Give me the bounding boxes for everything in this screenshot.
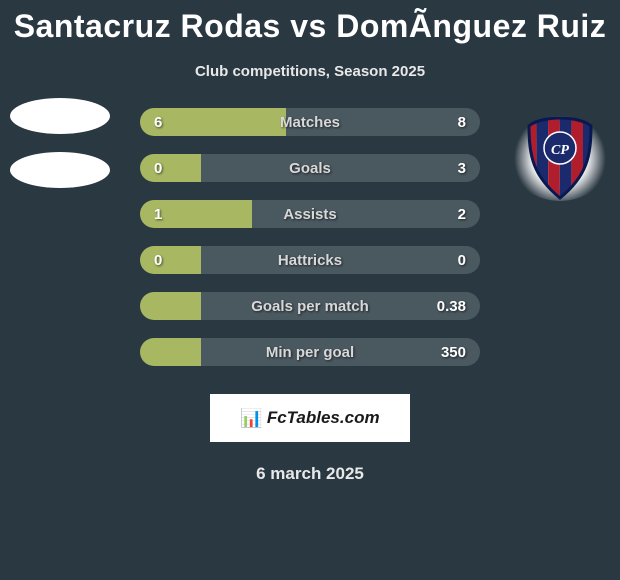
stat-right-value: 3 [458,160,466,177]
player-right-avatars: CP [510,98,610,198]
stat-bar-assists: 1 Assists 2 [140,200,480,228]
player-right-club-badge: CP [510,116,610,201]
svg-text:CP: CP [551,143,569,158]
player-left-avatars [10,98,110,198]
stat-label: Goals per match [251,298,369,315]
stat-label: Min per goal [266,344,354,361]
stat-bars: 6 Matches 8 0 Goals 3 1 Assists 2 0 Hatt… [140,108,480,366]
page-title: Santacruz Rodas vs DomÃ­nguez Ruiz [0,0,620,45]
source-badge: 📊 FcTables.com [210,394,410,442]
chart-icon: 📊 [240,408,262,429]
source-text: FcTables.com [267,408,380,428]
stat-label: Matches [280,114,340,131]
stat-right-value: 350 [441,344,466,361]
stat-right-value: 0.38 [437,298,466,315]
stat-label: Hattricks [278,252,342,269]
subtitle: Club competitions, Season 2025 [0,63,620,80]
date-text: 6 march 2025 [0,464,620,484]
stat-bar-goals: 0 Goals 3 [140,154,480,182]
stat-left-value: 1 [154,206,162,223]
stat-label: Goals [289,160,331,177]
stat-label: Assists [283,206,336,223]
stat-bar-min-per-goal: Min per goal 350 [140,338,480,366]
stat-left-value: 0 [154,252,162,269]
stat-bar-goals-per-match: Goals per match 0.38 [140,292,480,320]
stat-right-value: 0 [458,252,466,269]
shield-icon: CP [525,116,595,201]
stat-right-value: 8 [458,114,466,131]
player-left-photo-placeholder [10,98,110,134]
stat-left-value: 0 [154,160,162,177]
stat-bar-matches: 6 Matches 8 [140,108,480,136]
stat-left-value: 6 [154,114,162,131]
comparison-content: CP 6 Matches 8 0 Goals 3 1 Assists 2 0 H… [0,108,620,484]
player-left-club-placeholder [10,152,110,188]
stat-bar-hattricks: 0 Hattricks 0 [140,246,480,274]
stat-right-value: 2 [458,206,466,223]
